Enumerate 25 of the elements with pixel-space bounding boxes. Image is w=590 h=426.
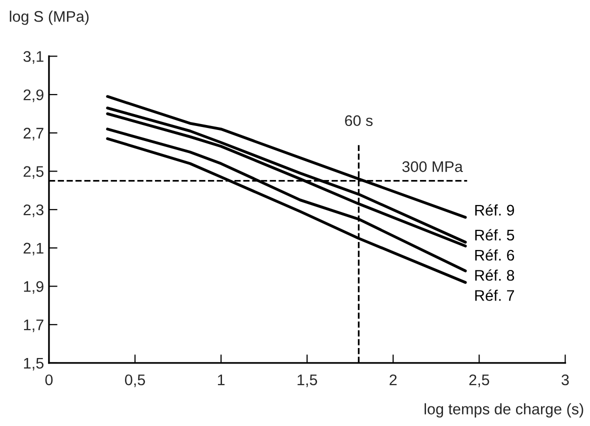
y-tick-label: 2,5 — [24, 166, 44, 179]
y-tick-label: 2,1 — [24, 242, 44, 256]
ref-line-label: 300 MPa — [402, 161, 463, 172]
y-axis-title: log S (MPa) — [10, 10, 89, 25]
series-label: Réf. 7 — [475, 290, 514, 301]
series-label: Réf. 6 — [475, 249, 514, 261]
y-tick-label: 2,9 — [24, 89, 44, 102]
y-tick-label: 1,9 — [24, 281, 44, 294]
series-label: Réf. 9 — [475, 204, 514, 216]
series-label: Réf. 5 — [475, 229, 514, 241]
x-tick-label: 1,5 — [298, 374, 318, 388]
x-tick-label: 1 — [218, 374, 225, 386]
x-axis-title: log temps de charge (s) — [424, 403, 584, 418]
x-tick-label: 2 — [390, 374, 397, 386]
y-tick-label: 1,5 — [24, 358, 44, 370]
y-tick-label: 3,1 — [23, 51, 44, 64]
series-label: Réf. 8 — [475, 269, 514, 281]
x-tick-label: 3 — [562, 374, 569, 386]
y-tick-label: 2,7 — [24, 128, 44, 140]
y-tick-label: 1,7 — [24, 320, 44, 332]
x-tick-label: 0,5 — [124, 374, 145, 388]
ref-line-label: 60 s — [345, 115, 373, 126]
y-tick-label: 2,3 — [24, 204, 44, 218]
x-tick-label: 2,5 — [469, 374, 490, 388]
x-tick-label: 0 — [45, 374, 53, 386]
